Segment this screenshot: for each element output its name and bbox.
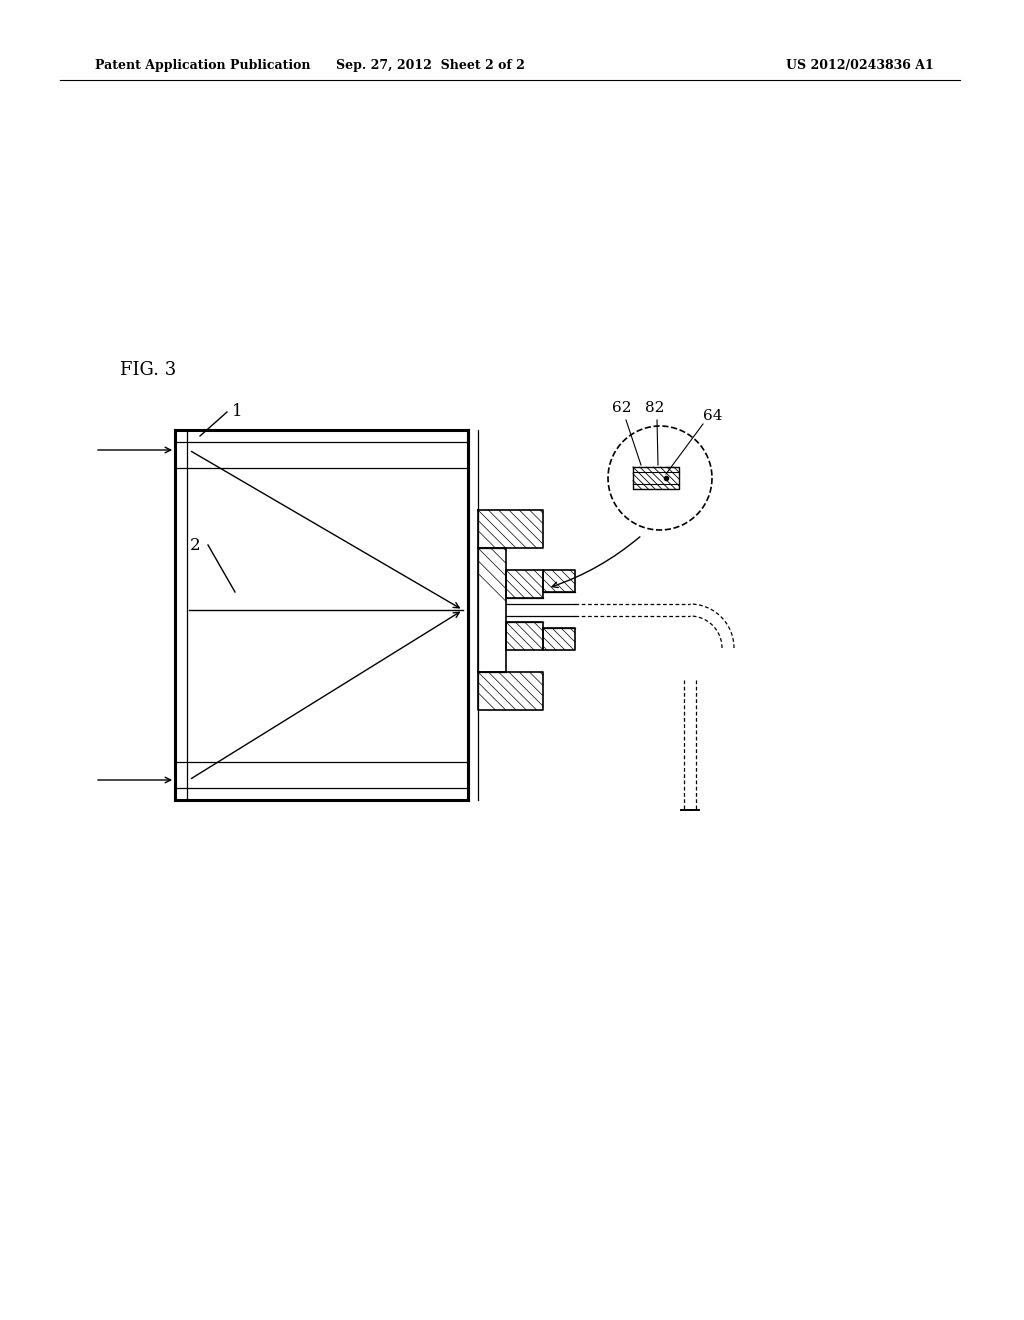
Text: 82: 82 [645, 401, 665, 414]
Text: Patent Application Publication: Patent Application Publication [95, 58, 310, 71]
Text: US 2012/0243836 A1: US 2012/0243836 A1 [786, 58, 934, 71]
Text: Sep. 27, 2012  Sheet 2 of 2: Sep. 27, 2012 Sheet 2 of 2 [336, 58, 524, 71]
Text: FIG. 3: FIG. 3 [120, 360, 176, 379]
Text: 2: 2 [190, 536, 201, 553]
Text: 64: 64 [703, 409, 723, 422]
Text: 1: 1 [232, 404, 243, 421]
Text: 62: 62 [612, 401, 632, 414]
